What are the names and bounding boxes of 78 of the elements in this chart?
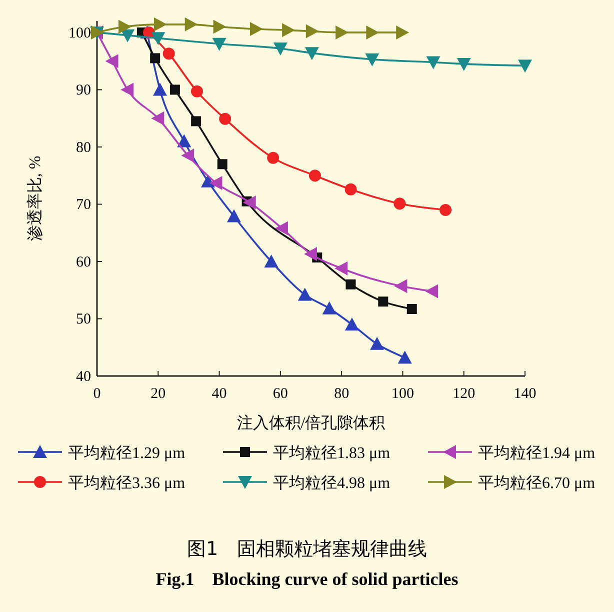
point: [282, 23, 296, 38]
x-tick-label: 100: [391, 386, 414, 402]
point: [344, 183, 357, 196]
y-tick-label: 100: [68, 25, 91, 42]
point: [154, 17, 167, 32]
point: [370, 336, 384, 350]
x-tick-label: 20: [150, 386, 166, 402]
point: [344, 317, 359, 330]
legend-label: 平均粒径1.94 μm: [478, 445, 596, 462]
point: [152, 82, 167, 96]
point: [426, 56, 440, 70]
point: [213, 20, 226, 34]
point: [118, 20, 132, 34]
y-tick-label: 90: [76, 82, 91, 99]
point: [394, 198, 406, 210]
point: [518, 60, 532, 73]
point: [394, 279, 408, 294]
x-tick-label: 80: [334, 386, 350, 402]
point: [425, 284, 438, 298]
point: [212, 38, 226, 51]
point: [346, 279, 356, 290]
point: [378, 296, 388, 307]
point: [120, 82, 134, 97]
x-tick-label: 140: [514, 386, 536, 402]
point: [151, 111, 164, 126]
point: [406, 304, 417, 314]
x-tick-label: 0: [93, 386, 101, 402]
y-tick-label: 80: [76, 140, 91, 156]
point: [336, 25, 349, 40]
x-axis-title: 注入体积/倍孔隙体积: [236, 414, 386, 432]
point: [120, 29, 135, 42]
point: [151, 32, 166, 46]
x-tick-label: 60: [272, 386, 288, 402]
point: [274, 221, 288, 236]
point: [398, 350, 412, 364]
legend-label: 平均粒径4.98 μm: [273, 475, 391, 492]
point: [267, 152, 280, 164]
y-tick-label: 50: [76, 312, 91, 328]
point: [170, 84, 180, 95]
point: [190, 85, 203, 98]
y-tick-label: 60: [76, 254, 91, 270]
point: [298, 288, 312, 301]
legend-label: 平均粒径1.29 μm: [68, 445, 186, 462]
y-tick-label: 70: [76, 197, 91, 214]
point: [105, 54, 118, 68]
legend-label: 平均粒径3.36 μm: [68, 475, 186, 492]
point: [440, 204, 452, 216]
y-axis-title: 渗透率比, %: [26, 156, 44, 242]
point: [334, 261, 348, 276]
point: [226, 209, 241, 222]
point: [304, 47, 319, 60]
point: [162, 48, 175, 60]
point: [322, 301, 336, 314]
point: [242, 196, 256, 210]
point: [181, 148, 194, 163]
point: [184, 17, 198, 32]
point: [366, 25, 380, 40]
point: [264, 254, 278, 268]
point: [209, 176, 222, 190]
legend-label: 平均粒径1.83 μm: [273, 445, 391, 462]
x-tick-label: 40: [212, 386, 227, 402]
legend-label: 平均粒径6.70 μm: [478, 475, 596, 492]
text: 图1 固相颗粒堵塞规律曲线: [186, 538, 428, 560]
point: [304, 247, 317, 262]
point: [456, 58, 471, 71]
point: [217, 159, 228, 170]
point: [250, 22, 263, 36]
point: [365, 53, 380, 66]
point: [273, 42, 288, 56]
point: [396, 25, 410, 40]
point: [308, 170, 321, 182]
x-tick-label: 120: [452, 386, 476, 402]
y-tick-label: 40: [76, 369, 91, 385]
point: [150, 53, 160, 64]
point: [219, 112, 232, 125]
point: [191, 116, 202, 126]
point: [306, 24, 319, 38]
text: Fig.1 Blocking curve of solid particles: [156, 569, 458, 589]
